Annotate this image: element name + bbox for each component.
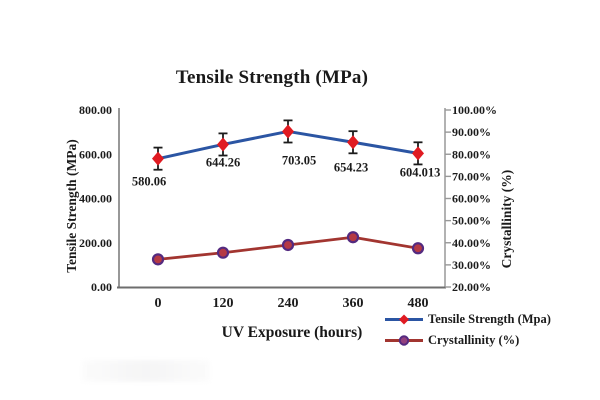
tensile-marker [282,124,294,139]
tensile-marker [347,135,359,150]
y-right-tick-label: 100.00% [452,103,497,117]
y-right-tick-label: 40.00% [452,236,491,250]
legend: Tensile Strength (Mpa) Crystallinity (%) [385,312,551,348]
tensile-marker [152,151,164,166]
crystallinity-marker [411,242,425,255]
x-axis-label: UV Exposure (hours) [221,324,363,341]
chart-title: Tensile Strength (MPa) [175,67,369,88]
legend-swatch-crystallinity [385,335,423,346]
crystallinity-marker [151,253,165,266]
crystallinity-marker [216,246,230,259]
legend-label-crystallinity: Crystallinity (%) [428,333,520,347]
y-left-tick-label: 200.00 [79,236,112,250]
y-right-tick-label: 70.00% [452,169,491,183]
x-tick-label: 0 [155,296,162,311]
data-label: 580.06 [132,175,166,189]
y-left-tick-label: 400.00 [79,192,112,206]
y-right-tick-label: 30.00% [452,258,491,272]
watermark-smudge [82,360,210,382]
crystallinity-marker [281,238,295,252]
legend-item-crystallinity: Crystallinity (%) [385,333,551,348]
x-tick-label: 120 [213,296,234,311]
x-tick-label: 360 [343,296,364,311]
x-tick-label: 480 [408,296,429,311]
data-label: 604.013 [400,165,441,179]
x-tick-label: 240 [278,296,299,311]
y-right-tick-label: 80.00% [452,147,491,161]
tensile-marker [412,146,424,161]
y-left-tick-label: 0.00 [91,280,112,294]
legend-item-tensile: Tensile Strength (Mpa) [385,312,551,327]
crystallinity-marker [346,231,360,244]
legend-diamond-icon [399,314,409,325]
y-left-tick-label: 800.00 [79,103,112,117]
y-left-tick-label: 600.00 [79,147,112,161]
data-label: 703.05 [282,153,316,167]
legend-label-tensile: Tensile Strength (Mpa) [428,312,551,326]
data-label: 654.23 [334,160,368,174]
y-right-tick-label: 90.00% [452,125,491,139]
legend-circle-icon [398,335,410,346]
legend-swatch-tensile [385,314,423,325]
data-label: 644.26 [206,155,240,169]
y-right-tick-label: 60.00% [452,192,491,206]
y-right-tick-label: 50.00% [452,214,491,228]
y-right-tick-label: 20.00% [452,280,491,294]
tensile-marker [217,137,229,152]
